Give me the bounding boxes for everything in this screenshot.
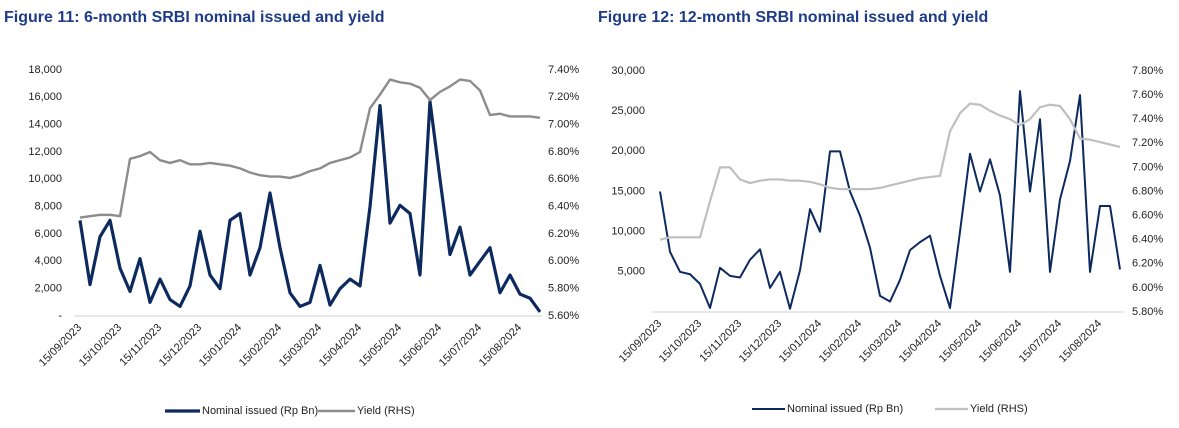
- y2-tick-label: 7.20%: [548, 91, 579, 103]
- series-line: [659, 90, 1121, 310]
- y-tick-label: 5,000: [617, 266, 645, 278]
- chart-title: Figure 12: 12-month SRBI nominal issued …: [598, 9, 988, 26]
- y2-tick-label: 6.60%: [548, 173, 579, 185]
- y-tick-label: 20,000: [611, 145, 645, 157]
- y2-tick-label: 6.00%: [1132, 282, 1163, 294]
- y2-tick-label: 7.60%: [1132, 89, 1163, 101]
- x-tick-label: 15/10/2023: [77, 322, 124, 369]
- legend-label: Yield (RHS): [357, 405, 415, 417]
- y2-tick-label: 7.20%: [1132, 137, 1163, 149]
- y2-tick-label: 5.80%: [548, 283, 579, 295]
- y-tick-label: 30,000: [611, 65, 645, 77]
- series-line: [78, 99, 542, 313]
- y-tick-label: 16,000: [28, 91, 62, 103]
- x-tick-label: 15/08/2024: [477, 322, 524, 369]
- y-tick-label: 10,000: [611, 226, 645, 238]
- y2-tick-label: 6.60%: [1132, 210, 1163, 222]
- x-tick-label: 15/08/2024: [1057, 318, 1104, 365]
- y2-tick-label: 7.80%: [1132, 65, 1163, 77]
- y-tick-label: 2,000: [34, 283, 62, 295]
- y2-tick-label: 6.00%: [548, 255, 579, 267]
- legend-label: Nominal issued (Rp Bn): [787, 403, 903, 415]
- y2-tick-label: 7.40%: [1132, 113, 1163, 125]
- legend-label: Nominal issued (Rp Bn): [202, 405, 318, 417]
- y2-tick-label: 6.80%: [1132, 185, 1163, 197]
- y-tick-label: 18,000: [28, 64, 62, 76]
- y-tick-label: 15,000: [611, 185, 645, 197]
- y-tick-label: 25,000: [611, 105, 645, 117]
- y2-tick-label: 5.80%: [1132, 306, 1163, 318]
- y2-tick-label: 6.40%: [1132, 234, 1163, 246]
- y-tick-label: 12,000: [28, 146, 62, 158]
- y-tick-label: 10,000: [28, 173, 62, 185]
- y-tick-label: 14,000: [28, 119, 62, 131]
- y2-tick-label: 7.00%: [1132, 161, 1163, 173]
- x-tick-label: 15/10/2023: [657, 318, 704, 365]
- y-tick-label: 8,000: [34, 201, 62, 213]
- y2-tick-label: 7.00%: [548, 119, 579, 131]
- y-tick-label: 6,000: [34, 228, 62, 240]
- legend-label: Yield (RHS): [970, 403, 1028, 415]
- y2-tick-label: 6.80%: [548, 146, 579, 158]
- y2-tick-label: 5.60%: [548, 310, 579, 322]
- y2-tick-label: 6.20%: [548, 228, 579, 240]
- series-line: [659, 102, 1121, 241]
- y2-tick-label: 6.20%: [1132, 258, 1163, 270]
- y2-tick-label: 7.40%: [548, 64, 579, 76]
- chart-title: Figure 11: 6-month SRBI nominal issued a…: [4, 9, 385, 26]
- y-tick-label: -: [58, 310, 62, 322]
- y2-tick-label: 6.40%: [548, 201, 579, 213]
- y-tick-label: 4,000: [34, 255, 62, 267]
- series-line: [79, 78, 541, 219]
